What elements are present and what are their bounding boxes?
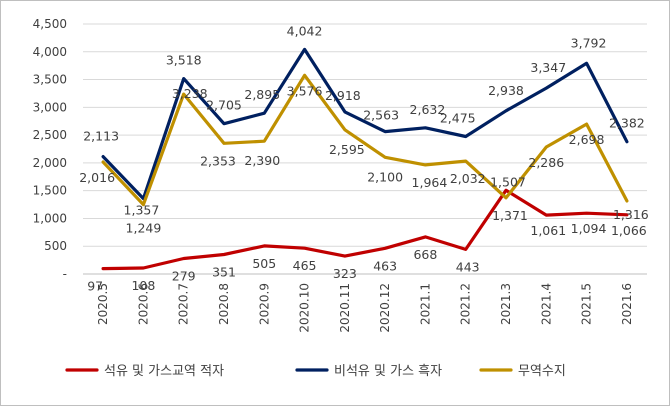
data-label: 2,475 — [440, 111, 476, 126]
x-tick-label: 2021.4 — [539, 283, 553, 325]
data-label: 1,316 — [613, 207, 649, 222]
data-label: 2,100 — [367, 169, 403, 184]
x-tick-label: 2021.1 — [418, 283, 432, 325]
data-label: 2,595 — [329, 142, 365, 157]
data-label: 2,632 — [410, 102, 446, 117]
x-tick-label: 2021.2 — [459, 283, 473, 325]
x-tick-label: 2021.3 — [499, 283, 513, 325]
data-label: 2,353 — [200, 153, 236, 168]
data-label: 323 — [333, 266, 357, 281]
data-label: 2,938 — [488, 83, 524, 98]
data-label: 3,518 — [166, 53, 202, 68]
data-label: 2,705 — [206, 98, 242, 113]
y-tick-label: 4,500 — [33, 17, 67, 31]
data-label: 443 — [456, 259, 480, 274]
x-tick-label: 2021.6 — [620, 283, 634, 325]
data-label: 4,042 — [287, 23, 323, 38]
data-label: 1,507 — [490, 174, 526, 189]
y-tick-label: 1,000 — [33, 211, 67, 225]
data-label: 3,792 — [571, 35, 607, 50]
data-label: 2,918 — [325, 88, 361, 103]
data-label: 1,094 — [571, 221, 607, 236]
series-line-1 — [101, 47, 629, 201]
data-label: 279 — [172, 269, 196, 284]
y-axis-ticks: - 500 1,000 1,500 2,000 2,500 3,000 3,500 4,000 4… — [33, 17, 67, 281]
y-tick-label: 3,500 — [33, 73, 67, 87]
y-tick-label: - — [63, 267, 67, 281]
y-tick-label: 1,500 — [33, 184, 67, 198]
y-tick-label: 500 — [44, 239, 67, 253]
data-label: 465 — [293, 258, 317, 273]
data-label: 108 — [131, 278, 155, 293]
x-tick-label: 2020.12 — [378, 283, 392, 333]
y-tick-label: 4,000 — [33, 45, 67, 59]
x-axis-ticks: 2020.5 2020.6 2020.7 2020.8 2020.9 2020.10 202… — [96, 283, 634, 333]
x-tick-label: 2020.6 — [136, 283, 150, 325]
x-tick-label: 2020.5 — [96, 283, 110, 325]
series-lines — [101, 47, 629, 271]
legend-label: 무역수지 — [518, 364, 566, 379]
x-tick-label: 2020.11 — [338, 283, 352, 333]
gridlines — [83, 23, 647, 275]
series-line-2 — [101, 73, 629, 207]
data-label: 2,895 — [244, 87, 280, 102]
x-tick-label: 2020.10 — [298, 283, 312, 333]
series-line-0 — [101, 188, 629, 271]
data-label: 1,371 — [492, 208, 528, 223]
y-tick-label: 2,000 — [33, 156, 67, 170]
x-tick-label: 2020.7 — [177, 283, 191, 325]
y-tick-label: 2,500 — [33, 128, 67, 142]
data-label: 1,249 — [126, 221, 162, 236]
data-label: 2,382 — [609, 116, 645, 131]
data-label: 3,347 — [530, 60, 566, 75]
data-label: 2,016 — [79, 170, 115, 185]
data-label: 351 — [212, 265, 236, 280]
data-label: 463 — [373, 258, 397, 273]
data-label: 2,563 — [363, 108, 399, 123]
data-label: 505 — [252, 256, 276, 271]
data-label: 1,964 — [412, 175, 448, 190]
data-label: 1,357 — [124, 203, 160, 218]
data-label: 3,238 — [172, 86, 208, 101]
x-tick-label: 2021.5 — [580, 283, 594, 325]
data-label: 2,032 — [450, 171, 486, 186]
data-label: 2,286 — [528, 155, 564, 170]
data-label: 668 — [413, 247, 437, 262]
data-label: 2,698 — [569, 132, 605, 147]
legend-label: 비석유 및 가스 흑자 — [334, 364, 442, 379]
legend-label: 석유 및 가스교역 적자 — [104, 364, 224, 379]
data-label: 3,576 — [287, 83, 323, 98]
data-label: 2,390 — [244, 153, 280, 168]
data-label: 1,066 — [611, 223, 647, 238]
data-label: 1,061 — [530, 223, 566, 238]
legend: 석유 및 가스교역 적자 비석유 및 가스 흑자 무역수지 — [65, 364, 566, 379]
x-tick-label: 2020.8 — [217, 283, 231, 325]
y-tick-label: 3,000 — [33, 100, 67, 114]
x-tick-label: 2020.9 — [257, 283, 271, 325]
data-label: 2,113 — [83, 129, 119, 144]
data-label: 97 — [87, 279, 103, 294]
